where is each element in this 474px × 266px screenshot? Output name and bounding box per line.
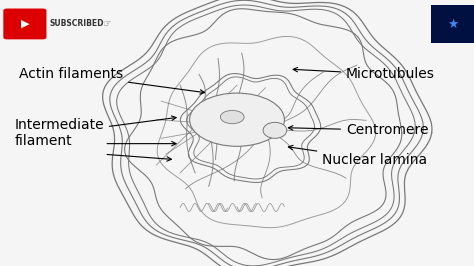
Ellipse shape <box>263 122 287 138</box>
Text: Microtubules: Microtubules <box>293 67 435 81</box>
Text: ☞: ☞ <box>102 19 110 29</box>
Text: Nuclear lamina: Nuclear lamina <box>288 145 428 167</box>
Text: ▶: ▶ <box>21 19 29 29</box>
Text: Intermediate
filament: Intermediate filament <box>14 116 176 148</box>
Text: Actin filaments: Actin filaments <box>19 68 205 94</box>
FancyBboxPatch shape <box>3 9 46 39</box>
Circle shape <box>220 110 244 124</box>
Text: SUBSCRIBED: SUBSCRIBED <box>50 19 104 28</box>
Text: ★: ★ <box>447 18 458 30</box>
Circle shape <box>190 93 284 146</box>
Bar <box>431 5 474 43</box>
Text: Centromere: Centromere <box>288 123 428 137</box>
